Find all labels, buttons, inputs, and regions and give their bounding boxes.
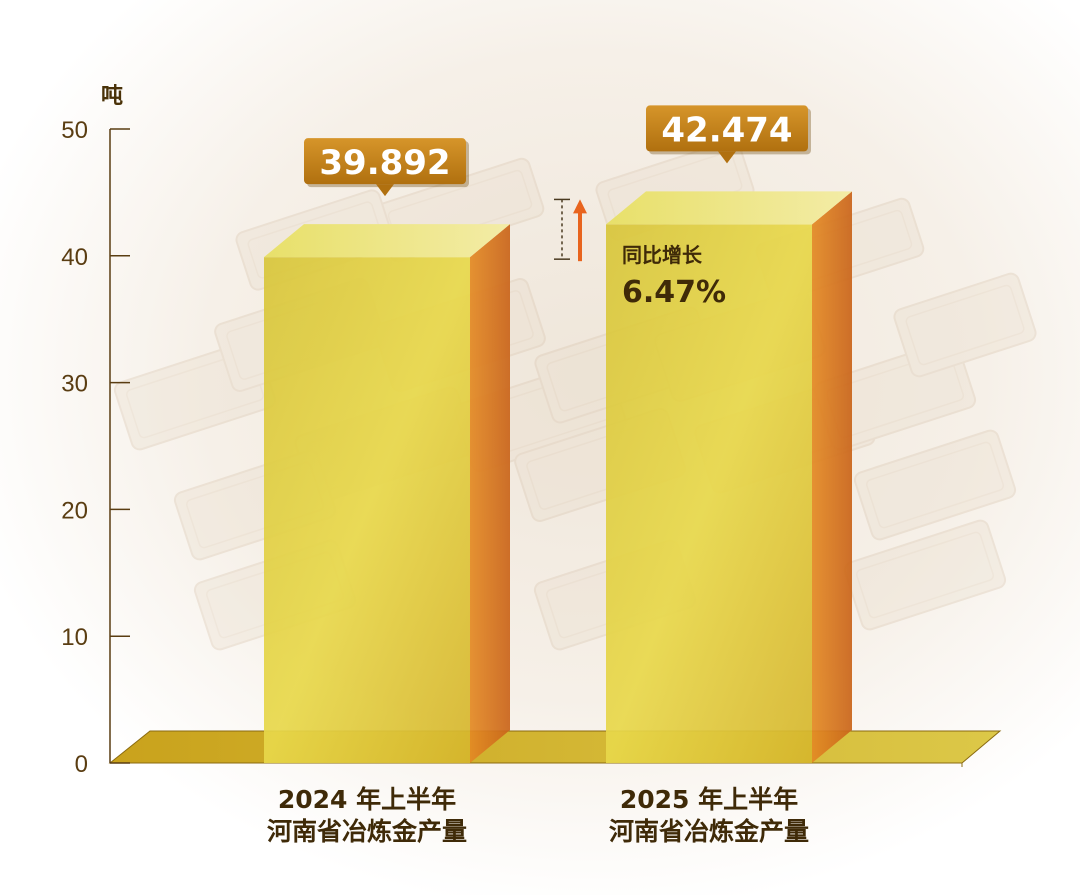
value-callout-pointer bbox=[376, 184, 394, 197]
y-axis: 0 10 20 30 40 50 bbox=[61, 117, 130, 778]
y-tick-label: 10 bbox=[61, 624, 88, 651]
growth-value: 6.47% bbox=[622, 275, 726, 310]
data-label: 42.474 bbox=[661, 110, 792, 150]
chart-floor bbox=[108, 730, 1002, 764]
growth-annotation: 同比增长 6.47% bbox=[554, 198, 726, 310]
bar-top bbox=[264, 224, 510, 258]
y-tick-label: 0 bbox=[75, 751, 88, 778]
data-label: 39.892 bbox=[319, 143, 450, 183]
bg-gold-bar-body bbox=[893, 272, 1037, 378]
category-label-line1: 2025 年上半年 bbox=[620, 785, 798, 814]
growth-arrow-head bbox=[573, 199, 587, 214]
bg-gold-bar-inset bbox=[905, 284, 1025, 366]
bar-top bbox=[606, 191, 852, 225]
y-tick-label: 30 bbox=[61, 371, 88, 398]
bg-gold-bar-inset bbox=[866, 441, 1004, 529]
bg-gold-bar bbox=[893, 272, 1037, 378]
value-callout-pointer bbox=[718, 151, 736, 164]
y-tick-label: 40 bbox=[61, 244, 88, 271]
value-callout-box bbox=[646, 105, 808, 152]
bar-side bbox=[470, 224, 510, 763]
bg-gold-bar bbox=[853, 429, 1017, 541]
y-tick-label: 50 bbox=[61, 117, 88, 144]
bg-gold-bar-inset bbox=[856, 531, 994, 619]
value-callout-box bbox=[304, 138, 466, 185]
bg-gold-bar-body bbox=[843, 519, 1007, 631]
bar-group: 39.892 bbox=[264, 138, 510, 763]
value-callout: 39.892 bbox=[304, 138, 469, 197]
bg-gold-bar-body bbox=[853, 429, 1017, 541]
bar-side bbox=[812, 191, 852, 763]
bar-group: 42.474 bbox=[606, 105, 852, 763]
bar bbox=[606, 224, 812, 763]
category-label-line2: 河南省冶炼金产量 bbox=[609, 817, 809, 846]
y-tick-label: 20 bbox=[61, 497, 88, 524]
y-axis-unit: 吨 bbox=[101, 84, 123, 109]
category-label-line2: 河南省冶炼金产量 bbox=[267, 817, 467, 846]
growth-label: 同比增长 bbox=[622, 243, 703, 267]
bars: 39.892 42.474 bbox=[264, 105, 852, 763]
value-callout: 42.474 bbox=[646, 105, 811, 164]
bar bbox=[264, 257, 470, 763]
bg-gold-bar-inset bbox=[126, 351, 264, 439]
bg-gold-bar bbox=[843, 519, 1007, 631]
category-label-line1: 2024 年上半年 bbox=[278, 785, 456, 814]
